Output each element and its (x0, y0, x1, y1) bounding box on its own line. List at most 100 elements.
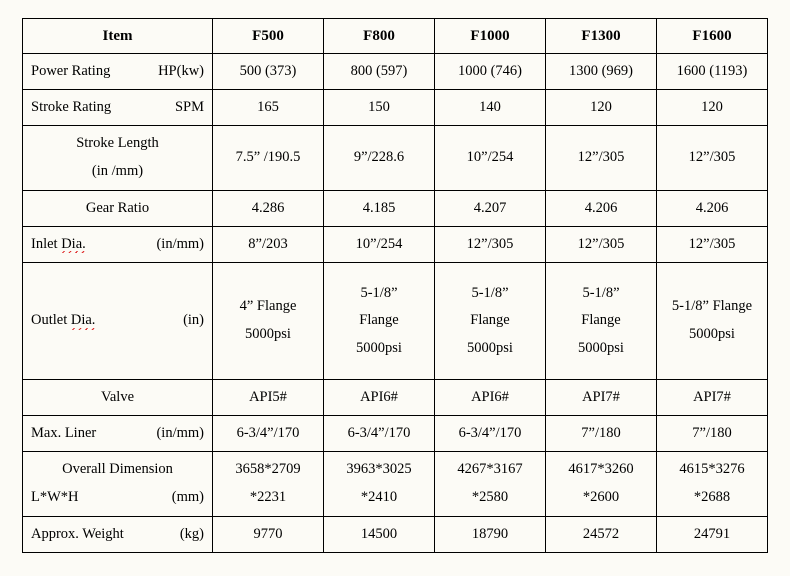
cell-text: 5000psi (578, 335, 624, 363)
item-label: Max. Liner (31, 420, 96, 448)
cell-text: 800 (597) (351, 58, 408, 86)
cell-power-f800: 800 (597) (324, 54, 435, 90)
table-body: Power RatingHP(kw)500 (373) 800 (597) 1000… (23, 54, 768, 553)
cell-strokerate-f500: 165 (213, 90, 324, 126)
cell-text: 4.207 (474, 195, 507, 223)
cell-outlet-f1600: 5-1/8” Flange5000psi (657, 263, 768, 380)
cell-text: 4.286 (252, 195, 285, 223)
table-row: Stroke Length (in /mm) 7.5” /190.5 9”/228.6… (23, 126, 768, 191)
item-strokelen: Stroke Length (in /mm) (23, 126, 213, 191)
cell-text: 165 (257, 94, 279, 122)
cell-valve-f1000: API6# (435, 380, 546, 416)
item-label-text: Inlet (31, 236, 61, 252)
cell-overall-f500: 3658*2709*2231 (213, 452, 324, 517)
cell-text: 10”/254 (356, 231, 403, 259)
item-outlet: Outlet Dia.(in) (23, 263, 213, 380)
cell-text: API6# (360, 384, 398, 412)
cell-power-f1300: 1300 (969) (546, 54, 657, 90)
spec-table: Item F500 F800 F1000 F1300 F1600 Power R… (22, 18, 768, 553)
cell-overall-f800: 3963*3025*2410 (324, 452, 435, 517)
cell-weight-f1000: 18790 (435, 517, 546, 553)
item-unit: (mm) (172, 484, 204, 512)
cell-valve-f1600: API7# (657, 380, 768, 416)
item-label-text: Outlet (31, 312, 71, 328)
cell-outlet-f800: 5-1/8”Flange5000psi (324, 263, 435, 380)
item-strokerate: Stroke Rating SPM (23, 90, 213, 126)
item-label: L*W*H (31, 484, 79, 512)
cell-text: 150 (368, 94, 390, 122)
cell-weight-f500: 9770 (213, 517, 324, 553)
item-label: Stroke Rating (31, 94, 111, 122)
item-label: Stroke Length (76, 130, 159, 158)
cell-strokerate-f1000: 140 (435, 90, 546, 126)
cell-text: 5000psi (689, 321, 735, 349)
cell-text: 1000 (746) (458, 58, 522, 86)
table-row: Valve API5# API6# API6# API7# API7# (23, 380, 768, 416)
cell-text: 7.5” /190.5 (236, 144, 301, 172)
cell-weight-f1600: 24791 (657, 517, 768, 553)
item-label: (in /mm) (92, 163, 143, 179)
cell-text: 24791 (694, 521, 730, 549)
item-unit: (in/mm) (156, 231, 204, 259)
col-header-f1300: F1300 (546, 19, 657, 54)
cell-strokelen-f1300: 12”/305 (546, 126, 657, 191)
cell-text: 6-3/4”/170 (237, 420, 300, 448)
cell-text: 18790 (472, 521, 508, 549)
cell-text: 4.206 (585, 195, 618, 223)
cell-text: API6# (471, 384, 509, 412)
cell-text: 12”/305 (578, 231, 625, 259)
item-gear: Gear Ratio (23, 191, 213, 227)
cell-weight-f800: 14500 (324, 517, 435, 553)
cell-text: 12”/305 (689, 144, 736, 172)
cell-text: 140 (479, 94, 501, 122)
cell-text: 5-1/8” Flange (672, 293, 752, 321)
col-header-f500: F500 (213, 19, 324, 54)
table-row: Power RatingHP(kw)500 (373) 800 (597) 1000… (23, 54, 768, 90)
cell-gear-f1600: 4.206 (657, 191, 768, 227)
cell-text: 5-1/8” (582, 280, 619, 308)
cell-maxliner-f1000: 6-3/4”/170 (435, 416, 546, 452)
table-row: Overall DimensionL*W*H(mm)3658*2709*2231… (23, 452, 768, 517)
cell-text: Flange (470, 307, 509, 335)
col-header-f1600: F1600 (657, 19, 768, 54)
item-unit: SPM (175, 94, 204, 122)
cell-text: 10”/254 (467, 144, 514, 172)
cell-inlet-f1600: 12”/305 (657, 227, 768, 263)
cell-text: *2688 (694, 484, 730, 512)
table-row: Max. Liner(in/mm)6-3/4”/1706-3/4”/1706-3… (23, 416, 768, 452)
cell-text: API5# (249, 384, 287, 412)
item-label: Valve (101, 384, 134, 412)
cell-maxliner-f800: 6-3/4”/170 (324, 416, 435, 452)
item-unit: (in/mm) (156, 420, 204, 448)
cell-text: 1300 (969) (569, 58, 633, 86)
table-row: Stroke RatingSPM165150140120120 (23, 90, 768, 126)
col-header-f800: F800 (324, 19, 435, 54)
cell-maxliner-f500: 6-3/4”/170 (213, 416, 324, 452)
cell-text: 4.185 (363, 195, 396, 223)
cell-text: *2580 (472, 484, 508, 512)
cell-maxliner-f1300: 7”/180 (546, 416, 657, 452)
cell-strokerate-f1300: 120 (546, 90, 657, 126)
cell-strokelen-f800: 9”/228.6 (324, 126, 435, 191)
cell-strokelen-f1600: 12”/305 (657, 126, 768, 191)
item-label: Approx. Weight (31, 521, 124, 549)
cell-text: API7# (693, 384, 731, 412)
item-power: Power RatingHP(kw) (23, 54, 213, 90)
table-row: Inlet Dia.(in/mm) 8”/203 10”/254 12”/305 12”… (23, 227, 768, 263)
table-header-row: Item F500 F800 F1000 F1300 F1600 (23, 19, 768, 54)
cell-text: 12”/305 (689, 231, 736, 259)
cell-power-f500: 500 (373) (213, 54, 324, 90)
cell-text: 4617*3260 (568, 456, 633, 484)
table-row: Gear Ratio 4.286 4.185 4.207 4.206 4.206 (23, 191, 768, 227)
cell-weight-f1300: 24572 (546, 517, 657, 553)
item-unit: HP(kw) (158, 58, 204, 86)
item-inlet: Inlet Dia.(in/mm) (23, 227, 213, 263)
cell-text: 12”/305 (578, 144, 625, 172)
cell-text: 8”/203 (248, 231, 287, 259)
cell-text: 24572 (583, 521, 619, 549)
table-row: Approx. Weight(kg)9770145001879024572247… (23, 517, 768, 553)
cell-text: API7# (582, 384, 620, 412)
cell-text: 12”/305 (467, 231, 514, 259)
cell-gear-f1000: 4.207 (435, 191, 546, 227)
cell-text: Flange (581, 307, 620, 335)
